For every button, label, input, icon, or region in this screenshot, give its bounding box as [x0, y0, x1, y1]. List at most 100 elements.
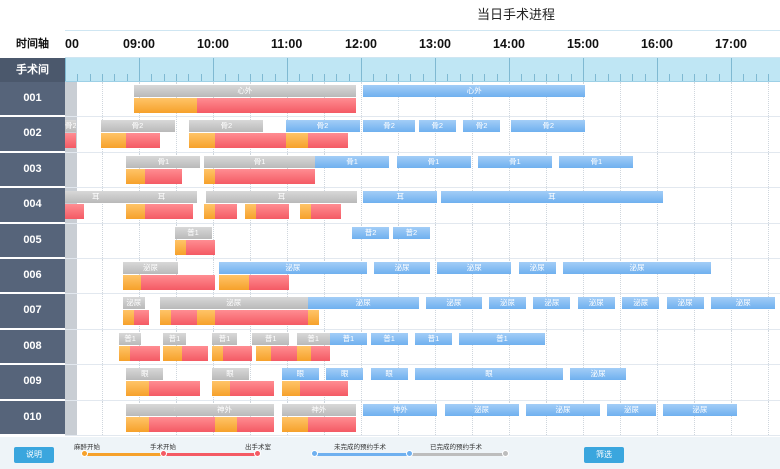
done-surgery-bar[interactable]: 骨2	[189, 120, 264, 133]
pending-surgery-bar[interactable]: 泌尿	[444, 403, 519, 416]
pending-surgery-bar[interactable]: 普2	[392, 226, 430, 239]
pending-surgery-bar[interactable]: 骨2	[285, 120, 360, 133]
pending-surgery-bar[interactable]: 泌尿	[577, 297, 615, 310]
ruler-tick	[583, 58, 584, 81]
gridline	[620, 329, 621, 365]
done-surgery-bar[interactable]: 心外	[133, 85, 356, 97]
ruler-tick	[287, 58, 288, 81]
gridline	[509, 223, 510, 258]
done-surgery-bar[interactable]: 眼	[211, 368, 249, 381]
hour-label: 14:00	[493, 37, 525, 51]
done-surgery-bar[interactable]: 普1	[119, 332, 142, 345]
legend-red-line	[164, 453, 258, 456]
pending-surgery-bar[interactable]: 泌尿	[607, 403, 656, 416]
done-surgery-bar[interactable]: 泌尿	[122, 262, 179, 274]
gridline	[731, 117, 732, 152]
pending-surgery-bar[interactable]: 骨2	[463, 120, 501, 133]
done-surgery-bar[interactable]: 耳	[126, 191, 197, 204]
gridline	[768, 82, 769, 117]
pending-surgery-bar[interactable]: 骨1	[477, 155, 552, 168]
surgery-phase-bar	[215, 204, 238, 220]
done-surgery-bar[interactable]: 泌尿	[122, 297, 145, 310]
gridline	[176, 117, 177, 152]
surgery-phase-bar	[181, 345, 208, 361]
pending-surgery-bar[interactable]: 泌尿	[711, 297, 776, 310]
ruler-tick	[768, 74, 769, 81]
done-surgery-bar[interactable]: 耳	[205, 191, 358, 204]
done-surgery-bar[interactable]: 普1	[252, 332, 290, 345]
pending-surgery-bar[interactable]: 泌尿	[374, 262, 430, 274]
ruler-tick	[361, 58, 362, 81]
explain-button[interactable]: 说明	[14, 447, 54, 463]
gridline	[768, 400, 769, 435]
gridline	[620, 365, 621, 400]
gridline	[361, 365, 362, 400]
pending-surgery-bar[interactable]: 骨2	[511, 120, 586, 133]
filter-button[interactable]: 筛选	[584, 447, 624, 463]
done-surgery-bar[interactable]: 普1	[163, 332, 186, 345]
pending-surgery-bar[interactable]: 心外	[363, 85, 586, 97]
pending-surgery-bar[interactable]: 眼	[415, 368, 564, 381]
done-surgery-bar[interactable]: 骨1	[126, 155, 201, 168]
pending-surgery-bar[interactable]: 耳	[363, 191, 438, 204]
done-surgery-bar[interactable]: 骨2	[100, 120, 175, 133]
pending-surgery-bar[interactable]: 眼	[326, 368, 364, 381]
room-label: 009	[0, 365, 65, 401]
pending-surgery-bar[interactable]: 耳	[440, 191, 663, 204]
done-surgery-bar[interactable]: 普1	[174, 226, 212, 239]
gridline	[509, 117, 510, 152]
pending-surgery-bar[interactable]: 骨1	[396, 155, 471, 168]
pending-surgery-bar[interactable]: 泌尿	[526, 403, 601, 416]
pending-surgery-bar[interactable]: 骨1	[559, 155, 634, 168]
done-surgery-bar[interactable]: 骨1	[204, 155, 316, 168]
gridline	[583, 365, 584, 400]
gridline	[694, 365, 695, 400]
pending-surgery-bar[interactable]: 泌尿	[426, 297, 482, 310]
gridline	[768, 259, 769, 294]
pending-surgery-bar[interactable]: 普2	[352, 226, 390, 239]
pending-surgery-bar[interactable]: 泌尿	[563, 262, 712, 274]
done-surgery-bar[interactable]: 耳	[65, 191, 127, 204]
done-surgery-bar[interactable]: 普1	[296, 332, 330, 345]
pending-surgery-bar[interactable]: 骨2	[363, 120, 416, 133]
legend-anesthesia-start: 麻醉开始	[74, 444, 100, 451]
done-surgery-bar[interactable]: 骨2	[65, 120, 77, 133]
pending-surgery-bar[interactable]: 神外	[363, 403, 438, 416]
pending-surgery-bar[interactable]: 泌尿	[662, 403, 737, 416]
anesthesia-phase-bar	[126, 204, 145, 220]
pending-surgery-bar[interactable]: 泌尿	[666, 297, 704, 310]
gridline	[583, 82, 584, 117]
pending-surgery-bar[interactable]: 泌尿	[437, 262, 512, 274]
done-surgery-bar[interactable]: 普1	[211, 332, 238, 345]
pending-surgery-bar[interactable]: 普1	[329, 332, 367, 345]
gridline	[102, 365, 103, 400]
pending-surgery-bar[interactable]: 泌尿	[533, 297, 571, 310]
done-surgery-bar[interactable]: 泌尿	[159, 297, 308, 310]
pending-surgery-bar[interactable]: 眼	[281, 368, 319, 381]
pending-surgery-bar[interactable]: 普1	[415, 332, 453, 345]
pending-surgery-bar[interactable]: 泌尿	[307, 297, 419, 310]
done-surgery-bar[interactable]: 神外	[174, 403, 275, 416]
pending-surgery-bar[interactable]: 泌尿	[218, 262, 367, 274]
pending-surgery-bar[interactable]: 泌尿	[518, 262, 556, 274]
pending-surgery-bar[interactable]: 泌尿	[622, 297, 660, 310]
gridline	[509, 365, 510, 400]
gridline	[472, 400, 473, 435]
gridline	[768, 294, 769, 329]
pending-surgery-bar[interactable]: 泌尿	[489, 297, 527, 310]
gridline	[398, 223, 399, 258]
pending-surgery-bar[interactable]: 普1	[459, 332, 545, 345]
pending-surgery-bar[interactable]: 普1	[370, 332, 408, 345]
ruler-tick	[435, 58, 436, 81]
pending-surgery-bar[interactable]: 泌尿	[570, 368, 626, 381]
pending-surgery-bar[interactable]: 骨2	[418, 120, 456, 133]
done-surgery-bar[interactable]: 眼	[126, 368, 164, 381]
pending-surgery-bar[interactable]: 眼	[370, 368, 408, 381]
done-surgery-bar[interactable]: 神外	[281, 403, 356, 416]
legend-grey-line	[410, 453, 506, 456]
pending-surgery-bar[interactable]: 骨1	[315, 155, 390, 168]
anesthesia-phase-bar	[189, 133, 216, 149]
legend-dot-icon	[311, 450, 318, 457]
gridline	[694, 223, 695, 258]
ruler-tick	[373, 74, 375, 81]
